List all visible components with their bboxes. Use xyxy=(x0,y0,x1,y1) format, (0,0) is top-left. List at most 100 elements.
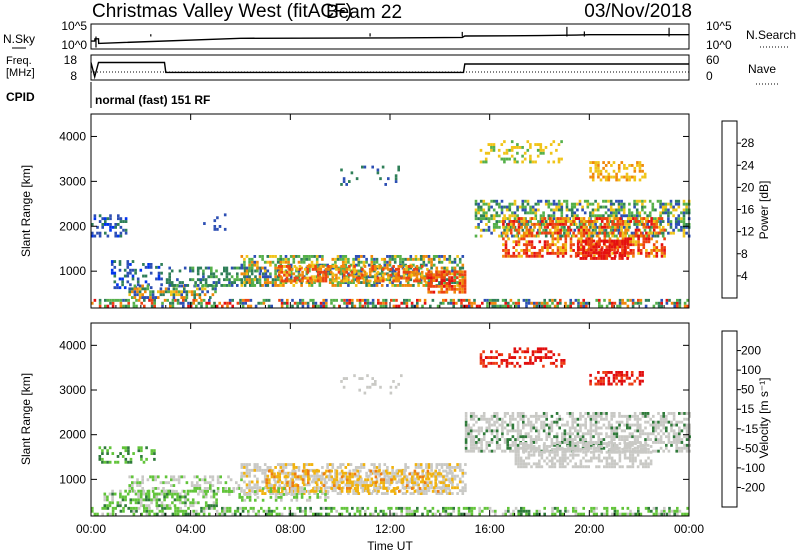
heatmap-cell xyxy=(628,220,631,223)
heatmap-cell xyxy=(324,267,328,271)
heatmap-cell xyxy=(620,161,624,164)
heatmap-cell xyxy=(592,441,595,444)
heatmap-cell xyxy=(440,290,443,294)
heatmap-cell xyxy=(612,228,616,232)
heatmap-cell xyxy=(254,269,257,273)
heatmap-cell xyxy=(488,417,491,421)
heatmap-cell xyxy=(380,486,384,490)
heatmap-cell xyxy=(469,438,473,441)
heatmap-cell xyxy=(556,237,560,241)
heatmap-cell xyxy=(582,506,585,510)
heatmap-cell xyxy=(404,492,407,495)
heatmap-cell xyxy=(628,225,631,229)
heatmap-cell xyxy=(348,512,351,516)
heatmap-cell xyxy=(374,273,377,277)
heatmap-cell xyxy=(494,304,497,308)
heatmap-cell xyxy=(104,220,107,223)
heatmap-cell xyxy=(277,270,281,274)
freq-unit-label: [MHz] xyxy=(6,67,35,79)
heatmap-cell xyxy=(477,449,481,453)
heatmap-cell xyxy=(376,168,380,172)
heatmap-cell xyxy=(279,284,283,287)
heatmap-cell xyxy=(560,214,564,218)
heatmap-cell xyxy=(458,260,462,264)
heatmap-cell xyxy=(361,487,365,490)
heatmap-cell xyxy=(367,492,371,495)
heatmap-cell xyxy=(605,239,609,243)
heatmap-cell xyxy=(314,469,318,473)
heatmap-cell xyxy=(316,270,320,274)
heatmap-cell xyxy=(380,284,384,287)
heatmap-cell xyxy=(502,222,505,226)
heatmap-cell xyxy=(308,498,312,502)
heatmap-cell xyxy=(469,429,473,433)
heatmap-cell xyxy=(279,466,283,469)
heatmap-cell xyxy=(208,512,211,516)
heatmap-cell xyxy=(388,257,392,261)
heatmap-cell xyxy=(480,414,483,418)
heatmap-cell xyxy=(328,471,332,475)
heatmap-cell xyxy=(243,463,246,466)
heatmap-cell xyxy=(432,486,436,490)
heatmap-cell xyxy=(307,489,310,493)
heatmap-cell xyxy=(337,276,341,280)
heatmap-cell xyxy=(352,272,355,276)
heatmap-cell xyxy=(173,504,177,508)
heatmap-cell xyxy=(669,223,673,226)
heatmap-cell xyxy=(128,290,131,294)
heatmap-cell xyxy=(199,281,203,284)
heatmap-cell xyxy=(141,478,144,482)
heatmap-cell xyxy=(574,443,577,447)
heatmap-cell xyxy=(243,281,246,284)
heatmap-cell xyxy=(300,257,303,261)
heatmap-cell xyxy=(351,475,354,479)
heatmap-cell xyxy=(98,304,102,308)
heatmap-cell xyxy=(191,278,195,282)
heatmap-cell xyxy=(544,234,548,238)
heatmap-cell xyxy=(573,228,577,232)
heatmap-cell xyxy=(225,272,229,276)
heatmap-cell xyxy=(129,263,132,266)
heatmap-cell xyxy=(584,432,587,436)
heatmap-cell xyxy=(381,267,385,271)
heatmap-cell xyxy=(630,175,634,179)
heatmap-cell xyxy=(453,284,456,288)
heatmap-cell xyxy=(538,249,542,252)
heatmap-cell xyxy=(582,225,586,229)
heatmap-cell xyxy=(469,417,473,421)
heatmap-cell xyxy=(338,512,341,516)
heatmap-cell xyxy=(201,478,204,482)
heatmap-cell xyxy=(353,267,356,271)
heatmap-cell xyxy=(587,429,590,433)
heatmap-cell xyxy=(252,509,255,513)
heatmap-cell xyxy=(263,468,267,472)
heatmap-cell xyxy=(421,304,424,308)
heatmap-cell xyxy=(338,304,341,308)
heatmap-cell xyxy=(318,255,322,258)
heatmap-cell xyxy=(495,223,499,226)
heatmap-cell xyxy=(663,246,666,249)
heatmap-cell xyxy=(312,487,315,490)
heatmap-cell xyxy=(162,487,165,490)
heatmap-cell xyxy=(616,512,619,516)
heatmap-cell xyxy=(253,255,257,258)
heatmap-cell xyxy=(585,220,588,223)
heatmap-cell xyxy=(271,260,275,264)
heatmap-cell xyxy=(415,279,419,283)
heatmap-cell xyxy=(539,146,543,149)
heatmap-cell xyxy=(374,481,378,485)
heatmap-cell xyxy=(581,414,585,418)
heatmap-cell xyxy=(620,202,623,206)
heatmap-cell xyxy=(663,254,666,258)
heatmap-cell xyxy=(506,429,509,433)
heatmap-cell xyxy=(363,273,367,277)
heatmap-cell xyxy=(257,301,260,305)
heatmap-cell xyxy=(148,506,151,510)
heatmap-cell xyxy=(285,273,289,277)
heatmap-cell xyxy=(288,481,292,485)
heatmap-cell xyxy=(448,492,452,495)
heatmap-cell xyxy=(461,287,464,291)
heatmap-cell xyxy=(551,506,554,510)
heatmap-cell xyxy=(615,172,618,176)
heatmap-cell xyxy=(475,414,478,418)
